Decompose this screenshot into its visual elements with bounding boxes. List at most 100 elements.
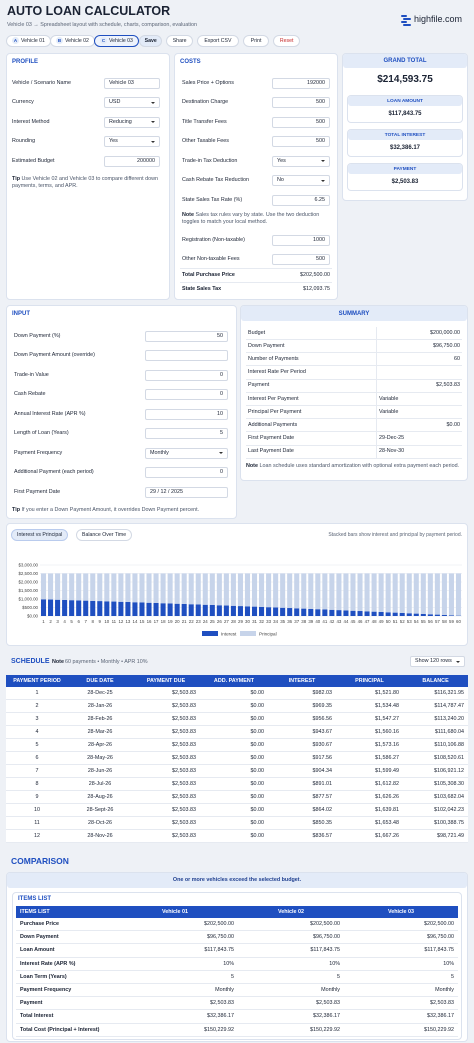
table-cell: $98,721.49 xyxy=(403,830,468,843)
tab-label: Vehicle 03 xyxy=(109,38,133,44)
chart-tab[interactable]: Interest vs Principal xyxy=(11,529,69,541)
input[interactable]: 1000 xyxy=(272,234,330,246)
bar-segment xyxy=(76,600,82,616)
x-tick-label: 54 xyxy=(414,619,419,624)
x-tick-label: 44 xyxy=(344,619,349,624)
table-cell: 5 xyxy=(238,970,344,984)
grand-total-value: $214,593.75 xyxy=(377,74,433,85)
vehicle-tab[interactable]: C Vehicle 03 xyxy=(94,35,139,47)
action-button[interactable]: Reset xyxy=(273,35,300,47)
table-cell: 5 xyxy=(112,970,238,984)
table-cell: $2,503.83 xyxy=(132,791,200,804)
summary-label: Principal Per Payment xyxy=(248,408,302,415)
bar-segment xyxy=(259,606,265,616)
input[interactable]: 10 xyxy=(145,408,228,420)
row-line xyxy=(246,391,462,393)
input[interactable] xyxy=(145,350,228,361)
bar-segment xyxy=(167,573,173,604)
bar-segment xyxy=(406,613,412,616)
metric-band xyxy=(348,130,462,140)
column-header: Vehicle 02 xyxy=(238,906,344,918)
table-cell: $2,503.83 xyxy=(132,817,200,830)
bar-segment xyxy=(427,573,433,615)
input[interactable]: 6.25 xyxy=(272,194,330,206)
column-header: INTEREST xyxy=(268,675,336,687)
note-text: Sales tax rules vary by state. Use the t… xyxy=(182,212,320,225)
action-button[interactable]: Print xyxy=(242,35,270,47)
input[interactable]: 29 / 12 / 2025 xyxy=(145,486,228,498)
vehicle-tab[interactable]: B Vehicle 02 xyxy=(50,35,95,47)
input[interactable]: 200000 xyxy=(104,155,160,167)
input[interactable]: 500 xyxy=(272,97,330,108)
field-label: Rounding xyxy=(12,138,36,144)
input[interactable]: 0 xyxy=(145,369,228,381)
field-label: State Sales Tax Rate (%) xyxy=(182,196,243,203)
table-cell: 11 xyxy=(6,817,68,830)
summary-label: Payment xyxy=(248,382,270,389)
bar-segment xyxy=(216,605,222,616)
table-cell: $0.00 xyxy=(200,687,268,700)
action-button[interactable]: Export CSV xyxy=(196,35,239,47)
input[interactable]: 500 xyxy=(272,254,330,265)
y-tick-label: $0.00 xyxy=(27,614,39,619)
bar-segment xyxy=(40,599,47,616)
action-button[interactable]: Share xyxy=(166,35,193,47)
field-label: Interest Method xyxy=(12,118,50,125)
note-label: Note xyxy=(52,658,64,665)
logo-icon xyxy=(401,15,411,26)
input[interactable]: 5 xyxy=(145,428,228,439)
input[interactable]: 500 xyxy=(272,136,330,147)
input[interactable]: 192000 xyxy=(272,77,330,89)
x-tick-label: 48 xyxy=(372,619,377,624)
chart-tab[interactable]: Balance Over Time xyxy=(76,529,133,541)
x-tick-label: 36 xyxy=(287,619,292,624)
bar-segment xyxy=(195,604,201,616)
x-tick-label: 12 xyxy=(118,619,123,624)
bar-segment xyxy=(420,613,426,616)
input[interactable]: 500 xyxy=(272,116,330,128)
x-tick-label: 5 xyxy=(70,619,73,624)
select[interactable]: Monthly xyxy=(145,447,228,459)
tab-label: Vehicle 01 xyxy=(21,38,45,44)
select[interactable]: Yes xyxy=(104,136,160,147)
row-line xyxy=(246,365,462,367)
table-cell: $2,503.83 xyxy=(132,752,200,765)
x-tick-label: 51 xyxy=(393,619,398,624)
input[interactable]: Vehicle 03 xyxy=(104,77,160,89)
bar-segment xyxy=(160,573,166,604)
vehicle-tab[interactable]: A Vehicle 01 xyxy=(6,35,51,47)
table-cell: $1,586.27 xyxy=(336,752,403,765)
x-tick-label: 23 xyxy=(196,619,201,624)
select[interactable]: Yes xyxy=(272,155,330,167)
input[interactable]: 0 xyxy=(145,389,228,400)
table-cell: 12 xyxy=(6,830,68,843)
bar-segment xyxy=(280,607,286,616)
table-cell: $150,229.92 xyxy=(238,1023,344,1037)
table-cell: $0.00 xyxy=(200,817,268,830)
table-cell: $956.56 xyxy=(268,713,336,726)
table-cell: $202,500.00 xyxy=(112,918,238,932)
select[interactable]: Reducing xyxy=(104,116,160,128)
metric-band xyxy=(348,164,462,174)
table-cell: $117,843.75 xyxy=(344,944,458,958)
rows-select[interactable]: Show 120 rows xyxy=(410,656,465,667)
bar-segment xyxy=(216,573,222,606)
x-tick-label: 46 xyxy=(358,619,363,624)
table-cell: $117,843.75 xyxy=(238,944,344,958)
table-cell: $864.02 xyxy=(268,804,336,817)
bar-segment xyxy=(308,573,314,609)
bar-segment xyxy=(223,605,229,616)
input[interactable]: 50 xyxy=(145,330,228,342)
table-cell: $2,503.83 xyxy=(132,765,200,778)
bar-segment xyxy=(273,573,279,608)
table-cell: 28-Jan-26 xyxy=(68,700,132,713)
bar-segment xyxy=(146,573,152,603)
bar-segment xyxy=(406,573,412,614)
action-button[interactable]: Save xyxy=(139,35,163,47)
select[interactable]: USD xyxy=(104,97,160,108)
x-tick-label: 32 xyxy=(259,619,264,624)
select[interactable]: No xyxy=(272,175,330,186)
summary-label: Last Payment Date xyxy=(248,448,294,455)
input[interactable]: 0 xyxy=(145,467,228,478)
